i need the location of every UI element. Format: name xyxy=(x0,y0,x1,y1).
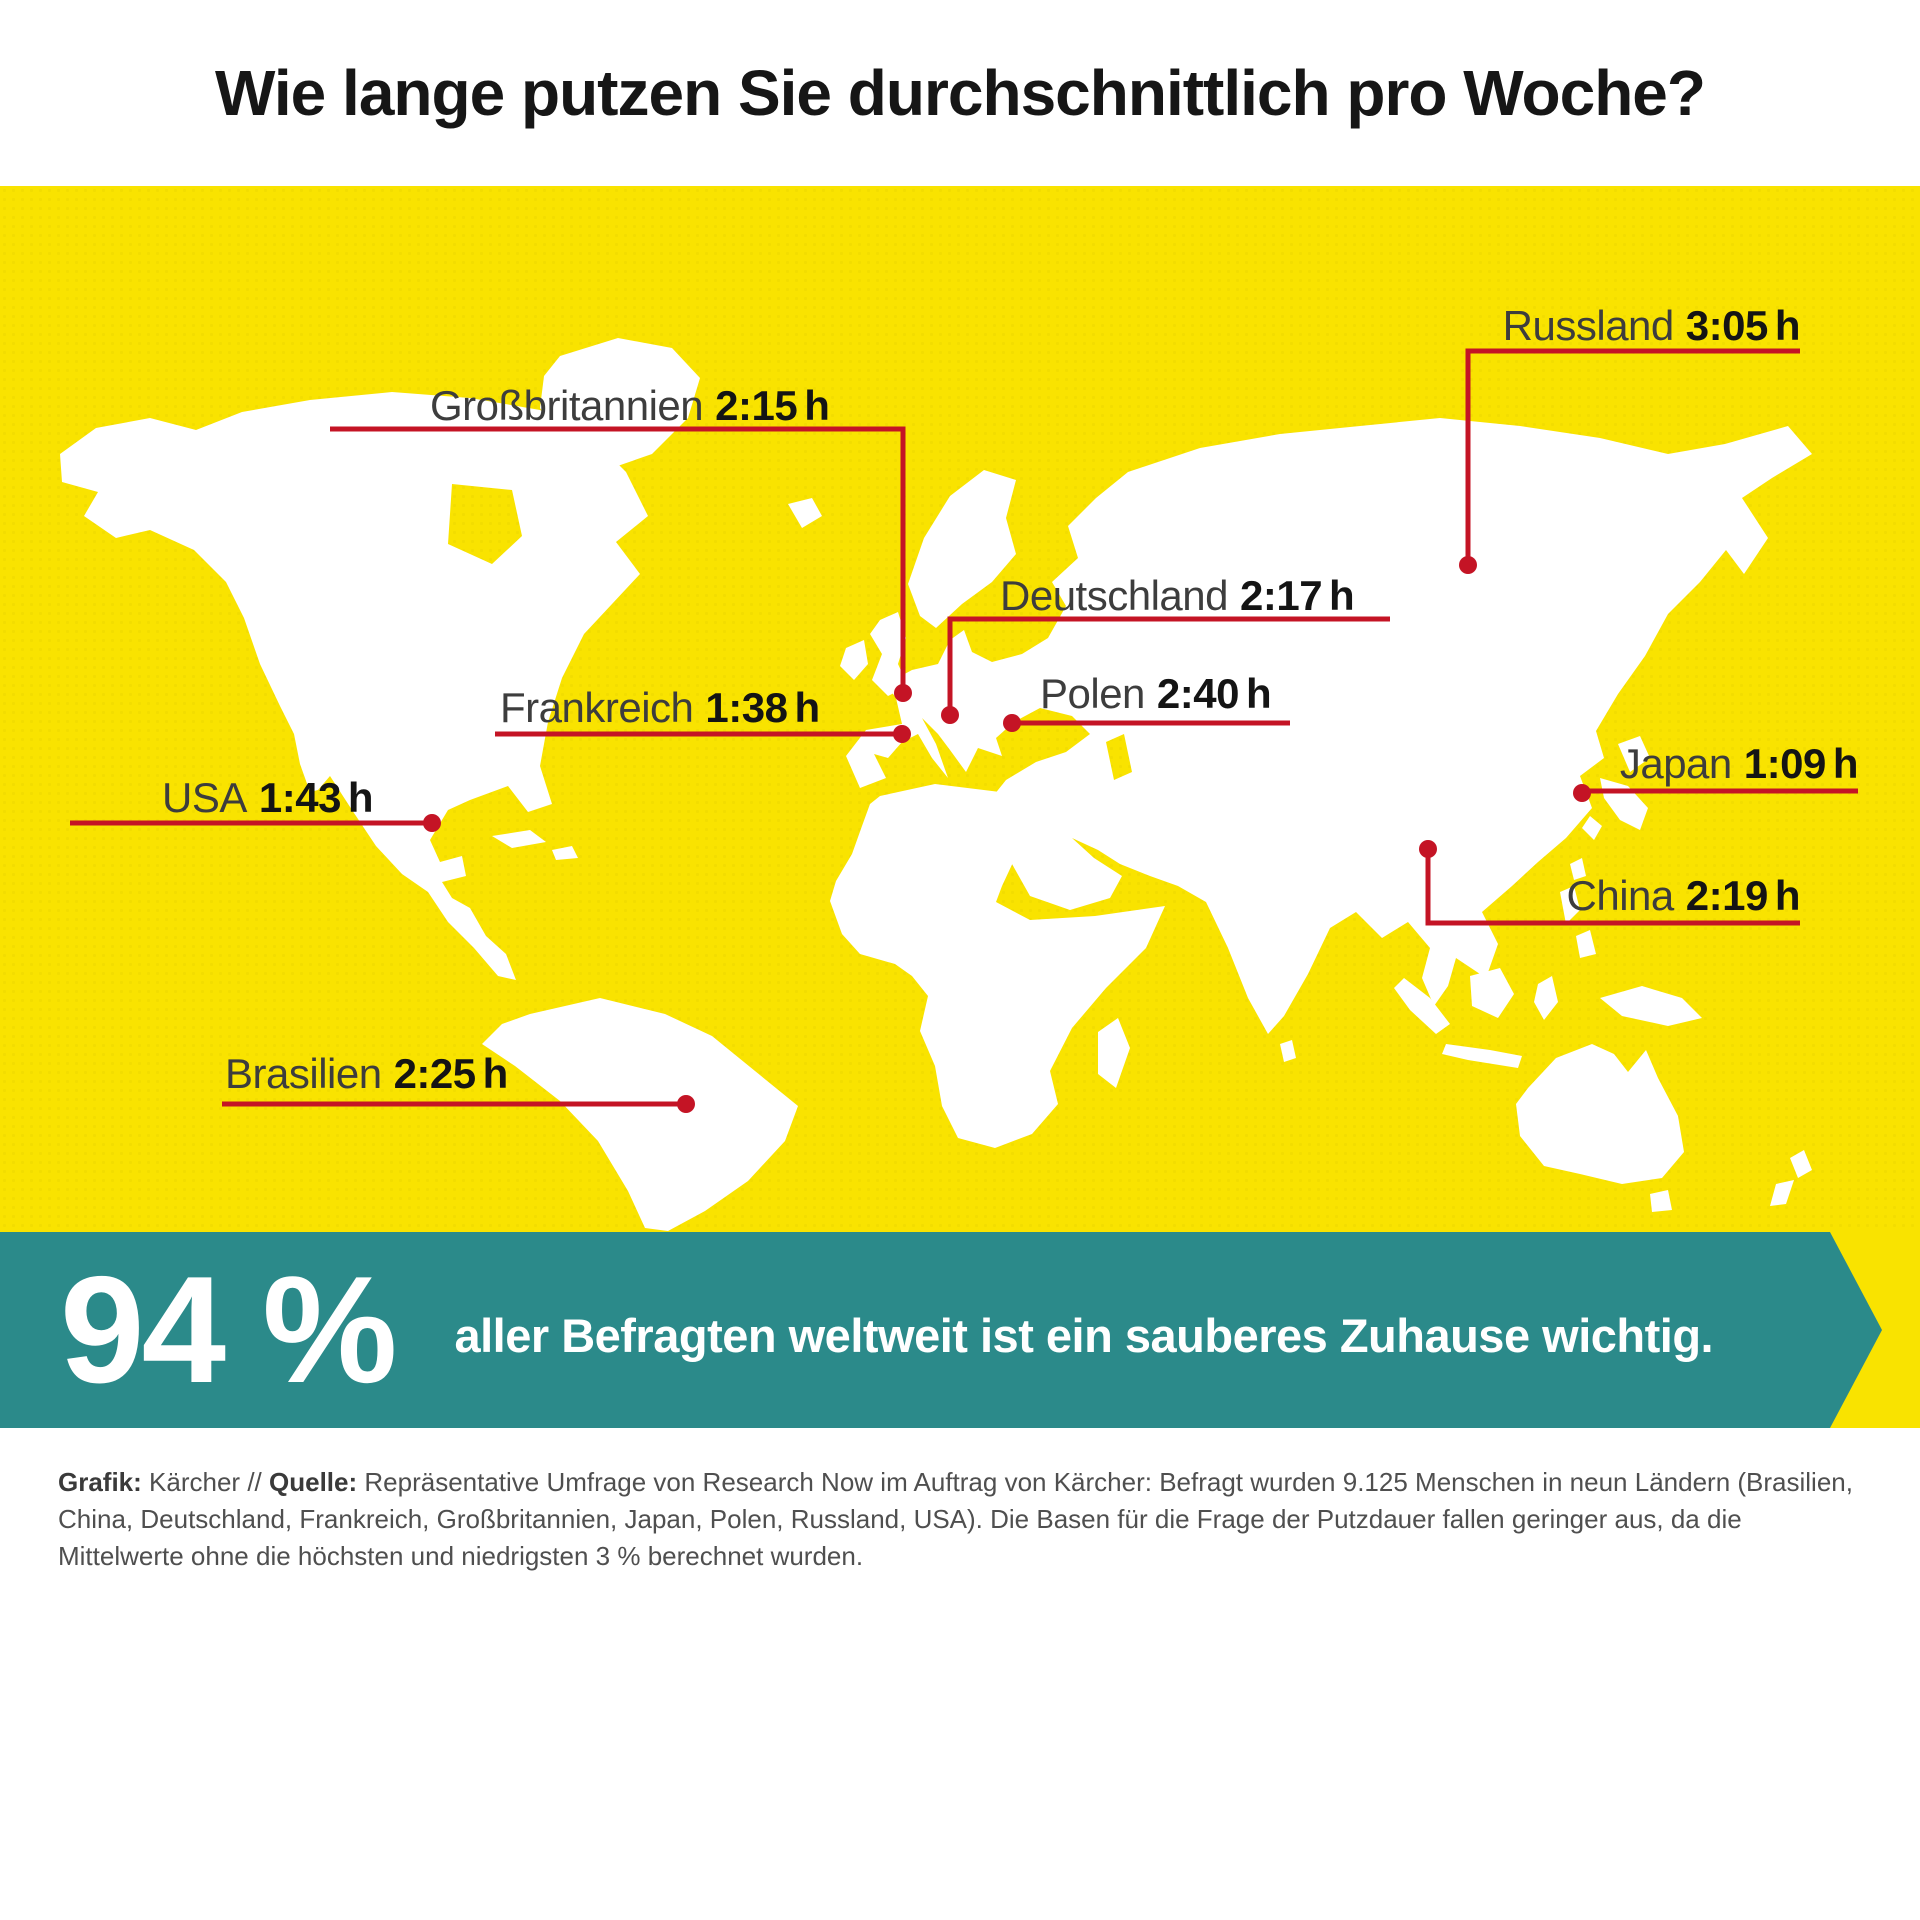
marker-china xyxy=(1419,840,1437,858)
country-value: 3:05 h xyxy=(1685,302,1801,349)
map-label-russland: Russland 3:05 h xyxy=(1502,302,1801,349)
country-name: Russland xyxy=(1502,302,1675,349)
source-text: Grafik: Kärcher // Quelle: Repräsentativ… xyxy=(0,1428,1918,1575)
landmass-africa xyxy=(830,784,1165,1148)
landmass-sri-lanka xyxy=(1280,1040,1296,1062)
source-grafik-value: Kärcher xyxy=(149,1467,241,1497)
landmass-taiwan-philippines xyxy=(1560,858,1596,958)
landmass-scandinavia xyxy=(908,470,1016,628)
footer: Grafik: Kärcher // Quelle: Repräsentativ… xyxy=(0,1428,1920,1920)
marker-deutschland xyxy=(941,706,959,724)
map-label-usa: USA 1:43 h xyxy=(162,774,374,821)
map-section: Russland 3:05 h Großbritannien 2:15 h Deutsc… xyxy=(0,186,1920,1232)
world-map xyxy=(60,338,1858,1231)
connector-frankreich xyxy=(495,725,911,743)
header: Wie lange putzen Sie durchschnittlich pr… xyxy=(0,0,1920,186)
page-title: Wie lange putzen Sie durchschnittlich pr… xyxy=(215,57,1706,129)
connector-polen xyxy=(1003,714,1290,732)
landmass-south-america xyxy=(482,998,798,1231)
connector-japan xyxy=(1573,784,1858,802)
landmass-madagascar xyxy=(1098,1018,1130,1088)
connector-usa xyxy=(70,814,441,832)
country-name: Japan xyxy=(1619,740,1732,787)
map-label-japan: Japan 1:09 h xyxy=(1619,740,1859,787)
country-name: Frankreich xyxy=(500,684,694,731)
country-value: 1:38 h xyxy=(705,684,820,731)
source-grafik-label: Grafik: xyxy=(58,1467,142,1497)
map-label-china: China 2:19 h xyxy=(1566,872,1801,919)
country-value: 1:09 h xyxy=(1743,740,1859,787)
landmass-caribbean xyxy=(492,830,578,860)
connector-russland xyxy=(1459,348,1800,574)
country-name: Deutschland xyxy=(1000,572,1228,619)
landmass-iceland xyxy=(788,498,822,528)
country-value: 1:43 h xyxy=(258,774,374,821)
highlight-banner: 94 % aller Befragten weltweit ist ein sa… xyxy=(0,1232,1882,1428)
country-name: Brasilien xyxy=(225,1050,382,1097)
marker-brasilien xyxy=(677,1095,695,1113)
connector-china xyxy=(1419,840,1800,926)
landmass-japan xyxy=(1582,736,1650,840)
country-name: China xyxy=(1566,872,1675,919)
source-quelle-label: Quelle: xyxy=(269,1467,358,1497)
map-label-brasilien: Brasilien 2:25 h xyxy=(225,1050,509,1097)
map-label-grossbritannien: Großbritannien 2:15 h xyxy=(430,382,830,429)
source-separator: // xyxy=(247,1467,262,1497)
landmass-indonesia xyxy=(1394,968,1702,1068)
highlight-percent: 94 % xyxy=(60,1245,395,1415)
country-name: Großbritannien xyxy=(430,382,704,429)
marker-grossbritannien xyxy=(894,684,912,702)
connector-brasilien xyxy=(222,1095,695,1113)
country-name: Polen xyxy=(1040,670,1145,717)
country-value: 2:19 h xyxy=(1685,872,1801,919)
connector-grossbritannien xyxy=(330,426,912,702)
landmass-new-zealand xyxy=(1770,1150,1812,1206)
marker-frankreich xyxy=(893,725,911,743)
country-name: USA xyxy=(162,774,247,821)
map-label-frankreich: Frankreich 1:38 h xyxy=(500,684,820,731)
country-value: 2:25 h xyxy=(393,1050,509,1097)
landmass-eurasia xyxy=(846,418,1812,1034)
landmass-british-isles xyxy=(840,612,908,696)
map-label-polen: Polen 2:40 h xyxy=(1040,670,1272,717)
highlight-message: aller Befragten weltweit ist ein saubere… xyxy=(454,1308,1714,1362)
country-value: 2:17 h xyxy=(1239,572,1355,619)
connector-deutschland xyxy=(941,616,1390,724)
map-label-deutschland: Deutschland 2:17 h xyxy=(1000,572,1355,619)
marker-russland xyxy=(1459,556,1477,574)
source-quelle-text: Repräsentative Umfrage von Research Now … xyxy=(58,1467,1853,1571)
landmass-north-america xyxy=(60,392,648,980)
country-value: 2:15 h xyxy=(715,382,830,429)
landmass-australia xyxy=(1516,1044,1684,1212)
marker-usa xyxy=(423,814,441,832)
marker-polen xyxy=(1003,714,1021,732)
country-value: 2:40 h xyxy=(1156,670,1272,717)
banner-section: 94 % aller Befragten weltweit ist ein sa… xyxy=(0,1232,1920,1428)
marker-japan xyxy=(1573,784,1591,802)
